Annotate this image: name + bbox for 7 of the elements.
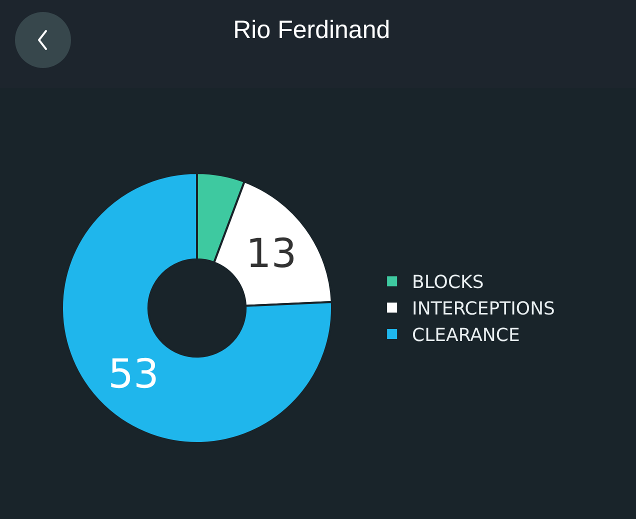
- legend-label: BLOCKS: [412, 272, 484, 294]
- legend-label: INTERCEPTIONS: [412, 298, 555, 320]
- chart-title: Rio Ferdinand: [233, 16, 390, 44]
- legend-label: CLEARANCE: [412, 325, 520, 346]
- donut-slice: [61, 172, 333, 444]
- data-label: 53: [108, 351, 160, 398]
- data-label: 13: [246, 231, 297, 278]
